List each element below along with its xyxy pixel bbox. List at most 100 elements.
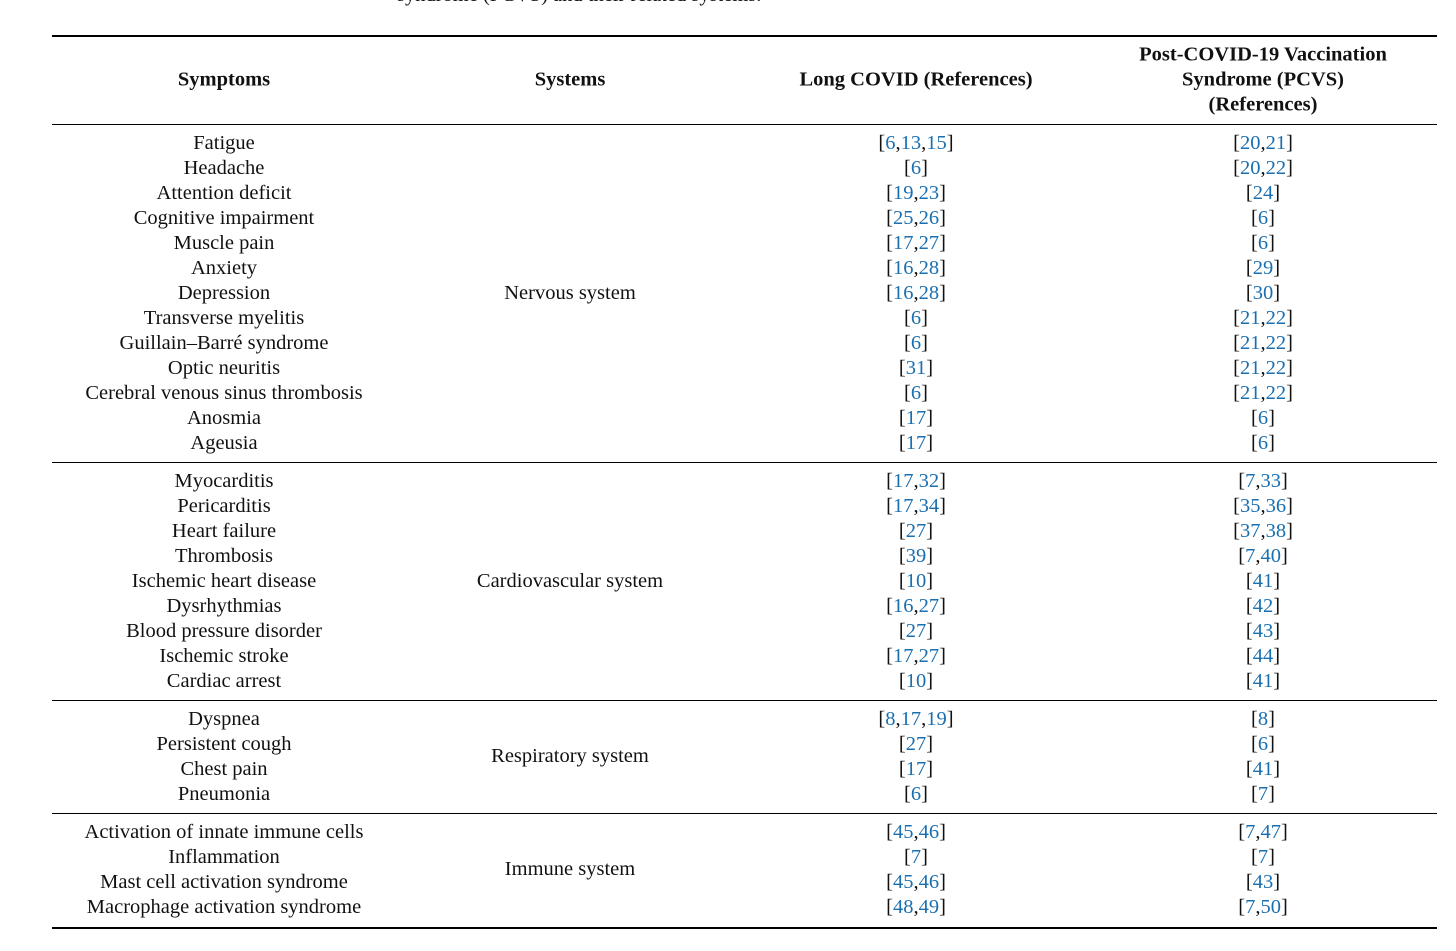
reference: [43]	[1245, 870, 1281, 893]
symptom: Optic neuritis	[167, 356, 281, 379]
symptom: Anosmia	[186, 406, 262, 429]
reference: [6,13,15]	[878, 131, 954, 154]
symptom: Inflammation	[168, 845, 280, 868]
reference: [24]	[1245, 181, 1281, 204]
symptom: Chest pain	[180, 757, 268, 780]
symptom: Ageusia	[190, 431, 258, 454]
reference: [7,40]	[1238, 544, 1288, 567]
symptom: Ischemic stroke	[159, 644, 289, 667]
system: Nervous system	[504, 281, 636, 304]
reference: [21,22]	[1233, 306, 1293, 329]
reference: [35,36]	[1233, 494, 1293, 517]
reference: [7]	[1251, 845, 1275, 868]
reference: [6]	[1251, 431, 1275, 454]
reference: [8]	[1251, 707, 1275, 730]
group-rule	[52, 462, 1437, 463]
header-cell: Post-COVID-19 Vaccination Syndrome (PCVS…	[1139, 43, 1387, 118]
reference: [17]	[898, 431, 934, 454]
symptom: Cardiac arrest	[166, 669, 282, 692]
reference: [6]	[1251, 206, 1275, 229]
reference: [31]	[898, 356, 934, 379]
reference: [44]	[1245, 644, 1281, 667]
reference: [6]	[904, 156, 928, 179]
reference: [17,27]	[886, 644, 946, 667]
caption: syndrome (PCVS) and their related system…	[397, 0, 761, 8]
symptom: Anxiety	[190, 256, 258, 279]
reference: [21,22]	[1233, 356, 1293, 379]
reference: [16,28]	[886, 256, 946, 279]
reference: [6]	[904, 331, 928, 354]
top-rule	[52, 35, 1437, 37]
header-cell: Symptoms	[177, 68, 271, 91]
reference: [7,47]	[1238, 820, 1288, 843]
reference: [30]	[1245, 281, 1281, 304]
reference: [10]	[898, 569, 934, 592]
header-line: (References)	[1208, 93, 1318, 116]
reference: [21,22]	[1233, 381, 1293, 404]
reference: [17,34]	[886, 494, 946, 517]
symptom: Depression	[177, 281, 271, 304]
group-rule	[52, 700, 1437, 701]
reference: [37,38]	[1233, 519, 1293, 542]
reference: [42]	[1245, 594, 1281, 617]
reference: [29]	[1245, 256, 1281, 279]
symptom: Guillain–Barré syndrome	[119, 331, 329, 354]
reference: [10]	[898, 669, 934, 692]
system: Immune system	[504, 858, 636, 880]
reference: [8,17,19]	[878, 707, 954, 730]
reference: [7,50]	[1238, 895, 1288, 918]
symptom: Cognitive impairment	[133, 206, 315, 229]
reference: [6]	[1251, 231, 1275, 254]
symptom: Transverse myelitis	[143, 306, 305, 329]
header-cell: Systems	[534, 68, 606, 91]
reference: [6]	[904, 306, 928, 329]
reference: [6]	[904, 381, 928, 404]
reference: [20,21]	[1233, 131, 1293, 154]
reference: [41]	[1245, 669, 1281, 692]
symptom: Attention deficit	[156, 181, 292, 204]
symptom: Macrophage activation syndrome	[86, 895, 362, 918]
reference: [27]	[898, 519, 934, 542]
reference: [20,22]	[1233, 156, 1293, 179]
header-line: Post-COVID-19 Vaccination	[1139, 43, 1387, 66]
reference: [39]	[898, 544, 934, 567]
system: Respiratory system	[491, 745, 649, 767]
header-rule	[52, 124, 1437, 125]
symptom: Mast cell activation syndrome	[100, 870, 348, 893]
reference: [43]	[1245, 619, 1281, 642]
system: Cardiovascular system	[476, 569, 664, 592]
reference: [19,23]	[886, 181, 946, 204]
header-line: Syndrome (PCVS)	[1182, 68, 1344, 91]
reference: [21,22]	[1233, 331, 1293, 354]
bottom-rule	[52, 927, 1437, 929]
symptom: Fatigue	[193, 131, 255, 154]
reference: [6]	[1251, 732, 1275, 755]
header-cell: Long COVID (References)	[799, 68, 1033, 91]
symptom: Pericarditis	[177, 494, 271, 517]
reference: [45,46]	[886, 820, 946, 843]
symptom: Myocarditis	[174, 469, 274, 492]
reference: [7,33]	[1238, 469, 1288, 492]
reference: [41]	[1245, 757, 1281, 780]
reference: [6]	[1251, 406, 1275, 429]
reference: [16,27]	[886, 594, 946, 617]
symptom: Ischemic heart disease	[131, 569, 317, 592]
reference: [25,26]	[886, 206, 946, 229]
symptom: Blood pressure disorder	[126, 619, 322, 642]
symptom: Cerebral venous sinus thrombosis	[85, 381, 363, 404]
reference: [17,27]	[886, 231, 946, 254]
reference: [27]	[898, 619, 934, 642]
reference: [6]	[904, 782, 928, 805]
symptom: Heart failure	[171, 519, 277, 542]
reference: [27]	[898, 732, 934, 755]
symptom: Thrombosis	[175, 544, 273, 567]
reference: [17]	[898, 757, 934, 780]
reference: [17]	[898, 406, 934, 429]
symptom: Persistent cough	[156, 732, 292, 755]
reference: [17,32]	[886, 469, 946, 492]
symptom: Dyspnea	[188, 707, 260, 730]
symptom: Activation of innate immune cells	[84, 820, 364, 843]
symptom: Dysrhythmias	[166, 594, 282, 617]
symptom: Headache	[183, 156, 265, 179]
